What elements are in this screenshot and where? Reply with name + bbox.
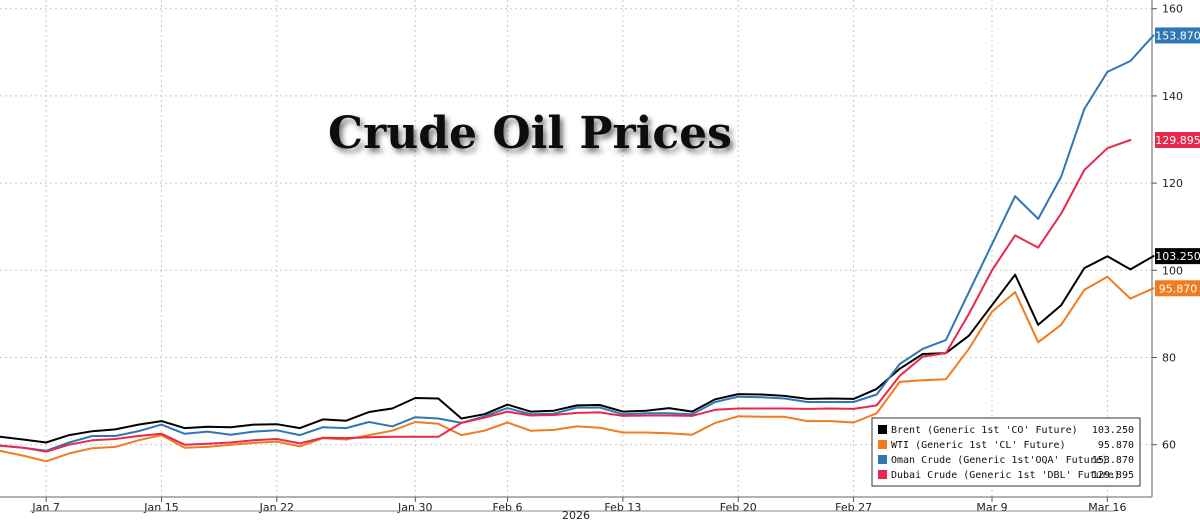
legend-series-name: Brent (Generic 1st 'CO' Future) xyxy=(891,425,1078,436)
y-tick-label: 60 xyxy=(1162,439,1176,452)
y-tick-label: 100 xyxy=(1162,264,1183,277)
legend-swatch xyxy=(878,440,887,449)
last-value-box xyxy=(1155,280,1200,297)
x-axis-year-label: 2026 xyxy=(562,509,590,522)
legend-entry-brent: Brent (Generic 1st 'CO' Future) 103.250 xyxy=(878,425,1134,436)
last-value-label-brent: 103.250 xyxy=(1155,248,1200,265)
last-value-box xyxy=(1155,27,1200,44)
x-tick-label: Jan 30 xyxy=(397,501,432,514)
legend-entry-dubai: Dubai Crude (Generic 1st 'DBL' Future)12… xyxy=(878,470,1134,481)
last-value-label-oman: 153.870 xyxy=(1155,27,1200,44)
legend: Brent (Generic 1st 'CO' Future) 103.250 WT… xyxy=(871,417,1141,487)
y-tick-label: 80 xyxy=(1162,351,1176,364)
x-tick-label: Jan 7 xyxy=(31,501,59,514)
last-value-text: 103.250 xyxy=(1155,250,1200,263)
x-tick-label: Feb 27 xyxy=(835,501,872,514)
legend-swatch xyxy=(878,425,887,434)
legend-series-name: Oman Crude (Generic 1st'OQA' Future) xyxy=(891,455,1108,466)
series-line-wti xyxy=(0,275,1155,463)
legend-series-name: Dubai Crude (Generic 1st 'DBL' Future) xyxy=(891,470,1120,481)
legend-series-value: 103.250 xyxy=(1092,425,1134,436)
y-tick-label: 160 xyxy=(1162,3,1183,16)
legend-series-value: 95.870 xyxy=(1098,440,1134,451)
last-value-text: 95.870 xyxy=(1159,282,1198,295)
last-value-label-wti: 95.870 xyxy=(1155,280,1200,297)
series-lines xyxy=(0,34,1155,463)
legend-swatch xyxy=(878,455,887,464)
y-tick-label: 120 xyxy=(1162,177,1183,190)
last-value-box xyxy=(1155,248,1200,265)
legend-series-value: 129.895 xyxy=(1092,470,1134,481)
last-value-label-dubai: 129.895 xyxy=(1155,131,1200,148)
series-line-brent xyxy=(0,255,1155,444)
x-tick-label: Feb 13 xyxy=(604,501,641,514)
series-line-dubai xyxy=(0,139,1132,453)
legend-series-name: WTI (Generic 1st 'CL' Future) xyxy=(891,440,1066,451)
x-tick-label: Jan 22 xyxy=(259,501,294,514)
y-tick-label: 140 xyxy=(1162,90,1183,103)
x-tick-label: Mar 9 xyxy=(976,501,1007,514)
x-tick-label: Feb 6 xyxy=(493,501,523,514)
chart-title: Crude Oil Prices xyxy=(328,108,732,159)
x-tick-label: Jan 15 xyxy=(143,501,178,514)
legend-series-value: 153.870 xyxy=(1092,455,1134,466)
legend-entry-wti: WTI (Generic 1st 'CL' Future) 95.870 xyxy=(878,440,1134,451)
x-tick-label: Mar 16 xyxy=(1088,501,1126,514)
legend-entry-oman: Oman Crude (Generic 1st'OQA' Future)153.… xyxy=(878,455,1134,466)
last-value-labels: 103.250 95.870 153.870 129.895 xyxy=(1155,27,1200,297)
last-value-text: 153.870 xyxy=(1155,29,1200,42)
legend-swatch xyxy=(878,470,887,479)
last-value-box xyxy=(1155,131,1200,148)
last-value-text: 129.895 xyxy=(1155,134,1200,147)
axes: Jan 7 Jan 15 Jan 22 Jan 30 Feb 6 Feb 13 Feb 20… xyxy=(0,0,1183,514)
x-tick-label: Feb 20 xyxy=(720,501,757,514)
legend-box xyxy=(871,417,1141,487)
series-line-oman xyxy=(0,34,1155,452)
